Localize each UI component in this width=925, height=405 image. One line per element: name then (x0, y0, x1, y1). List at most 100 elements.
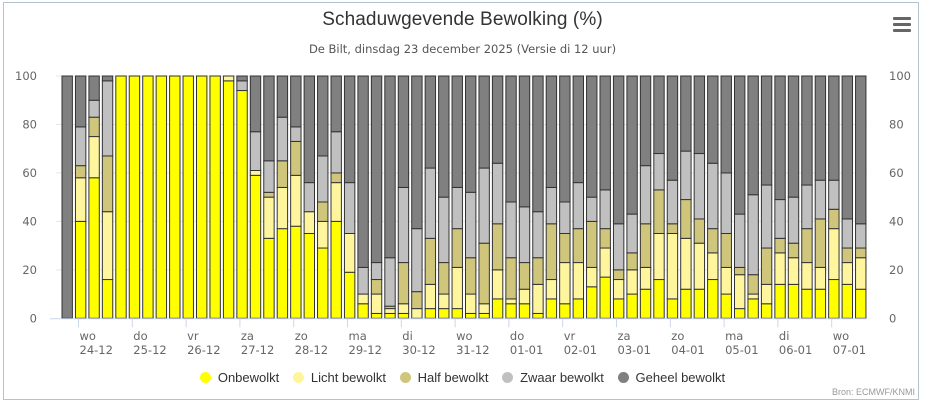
bar-segment-half-bewolkt[interactable] (855, 247, 867, 259)
bar-segment-onbewolkt[interactable] (263, 237, 275, 319)
bar-segment-onbewolkt[interactable] (196, 75, 208, 319)
bar-stack[interactable] (680, 75, 692, 319)
bar-stack[interactable] (841, 75, 853, 319)
bar-segment-licht-bewolkt[interactable] (855, 257, 867, 290)
bar-stack[interactable] (801, 75, 813, 319)
bar-segment-zwaar-bewolkt[interactable] (330, 131, 342, 174)
bar-segment-onbewolkt[interactable] (209, 75, 221, 319)
bar-segment-zwaar-bewolkt[interactable] (411, 228, 423, 293)
bar-segment-licht-bewolkt[interactable] (774, 252, 786, 285)
bar-stack[interactable] (518, 75, 531, 319)
bar-stack[interactable] (209, 75, 221, 319)
bar-segment-onbewolkt[interactable] (343, 271, 356, 319)
bar-segment-licht-bewolkt[interactable] (518, 288, 531, 305)
bar-stack[interactable] (760, 75, 773, 319)
bar-segment-onbewolkt[interactable] (612, 298, 625, 319)
bar-segment-zwaar-bewolkt[interactable] (841, 218, 853, 249)
bar-stack[interactable] (343, 75, 356, 319)
bar-segment-half-bewolkt[interactable] (707, 228, 719, 254)
bar-segment-half-bewolkt[interactable] (680, 199, 692, 239)
bar-segment-onbewolkt[interactable] (760, 303, 773, 319)
bar-segment-half-bewolkt[interactable] (586, 220, 598, 268)
bar-segment-onbewolkt[interactable] (559, 303, 571, 319)
bar-segment-onbewolkt[interactable] (747, 298, 759, 319)
bar-stack[interactable] (276, 75, 289, 319)
bar-segment-geheel-bewolkt[interactable] (734, 75, 746, 215)
bar-segment-onbewolkt[interactable] (855, 288, 867, 319)
bar-segment-half-bewolkt[interactable] (814, 218, 827, 268)
bar-segment-geheel-bewolkt[interactable] (505, 75, 517, 203)
bar-segment-onbewolkt[interactable] (424, 308, 437, 319)
bar-segment-onbewolkt[interactable] (478, 312, 490, 319)
bar-stack[interactable] (155, 75, 168, 319)
bar-segment-geheel-bewolkt[interactable] (236, 75, 248, 82)
bar-segment-licht-bewolkt[interactable] (491, 269, 504, 300)
bar-segment-licht-bewolkt[interactable] (88, 136, 100, 179)
hamburger-menu-icon[interactable] (893, 17, 911, 32)
bar-segment-onbewolkt[interactable] (74, 220, 87, 319)
bar-segment-half-bewolkt[interactable] (666, 223, 679, 234)
bar-segment-half-bewolkt[interactable] (465, 257, 477, 295)
bar-segment-licht-bewolkt[interactable] (814, 266, 827, 290)
bar-stack[interactable] (424, 75, 437, 319)
bar-segment-half-bewolkt[interactable] (747, 274, 759, 295)
bar-stack[interactable] (88, 75, 100, 319)
bar-segment-onbewolkt[interactable] (276, 228, 289, 319)
bar-stack[interactable] (182, 75, 194, 319)
bar-segment-zwaar-bewolkt[interactable] (424, 167, 437, 239)
bar-segment-zwaar-bewolkt[interactable] (693, 153, 706, 220)
bar-segment-onbewolkt[interactable] (693, 288, 706, 319)
bar-segment-onbewolkt[interactable] (505, 303, 517, 319)
bar-segment-geheel-bewolkt[interactable] (518, 75, 531, 208)
bar-segment-onbewolkt[interactable] (169, 75, 181, 319)
bar-segment-half-bewolkt[interactable] (599, 228, 611, 249)
bar-segment-onbewolkt[interactable] (801, 288, 813, 319)
bar-segment-zwaar-bewolkt[interactable] (74, 126, 87, 167)
bar-segment-onbewolkt[interactable] (599, 276, 611, 319)
bar-segment-geheel-bewolkt[interactable] (747, 75, 759, 196)
bar-segment-licht-bewolkt[interactable] (478, 303, 490, 314)
bar-segment-geheel-bewolkt[interactable] (639, 75, 652, 167)
bar-segment-geheel-bewolkt[interactable] (317, 75, 329, 157)
bar-segment-licht-bewolkt[interactable] (222, 75, 235, 82)
bar-segment-half-bewolkt[interactable] (330, 172, 342, 184)
bar-segment-zwaar-bewolkt[interactable] (720, 172, 732, 234)
bar-segment-zwaar-bewolkt[interactable] (263, 160, 275, 193)
bar-segment-onbewolkt[interactable] (572, 298, 584, 319)
bar-segment-licht-bewolkt[interactable] (317, 220, 329, 249)
bar-segment-half-bewolkt[interactable] (532, 257, 544, 285)
legend-item-onbewolkt[interactable]: Onbewolkt (199, 370, 279, 385)
bar-stack[interactable] (142, 75, 154, 319)
bar-stack[interactable] (599, 75, 611, 319)
bar-segment-onbewolkt[interactable] (680, 288, 692, 319)
bar-stack[interactable] (639, 75, 652, 319)
bar-segment-geheel-bewolkt[interactable] (653, 75, 665, 155)
bar-stack[interactable] (828, 75, 840, 319)
bar-segment-zwaar-bewolkt[interactable] (855, 223, 867, 249)
bar-segment-licht-bewolkt[interactable] (801, 262, 813, 290)
bar-segment-zwaar-bewolkt[interactable] (586, 196, 598, 222)
bar-segment-half-bewolkt[interactable] (612, 269, 625, 281)
bar-segment-onbewolkt[interactable] (303, 232, 316, 319)
bar-stack[interactable] (532, 75, 544, 319)
bar-segment-zwaar-bewolkt[interactable] (532, 211, 544, 259)
bar-segment-zwaar-bewolkt[interactable] (828, 179, 840, 210)
bar-segment-licht-bewolkt[interactable] (720, 266, 732, 295)
bar-segment-geheel-bewolkt[interactable] (478, 75, 490, 169)
bar-segment-zwaar-bewolkt[interactable] (612, 223, 625, 271)
bar-segment-half-bewolkt[interactable] (639, 223, 652, 268)
bar-segment-geheel-bewolkt[interactable] (787, 75, 800, 198)
bar-segment-zwaar-bewolkt[interactable] (357, 266, 369, 295)
bar-stack[interactable] (478, 75, 490, 319)
bar-segment-zwaar-bewolkt[interactable] (290, 126, 302, 142)
bar-segment-half-bewolkt[interactable] (438, 262, 450, 295)
bar-stack[interactable] (330, 75, 342, 319)
bar-segment-half-bewolkt[interactable] (653, 189, 665, 234)
bar-segment-licht-bewolkt[interactable] (532, 283, 544, 314)
credits-link[interactable]: Bron: ECMWF/KNMI (831, 387, 915, 397)
bar-segment-geheel-bewolkt[interactable] (586, 75, 598, 198)
bar-segment-geheel-bewolkt[interactable] (814, 75, 827, 181)
bar-stack[interactable] (384, 75, 396, 319)
bar-segment-zwaar-bewolkt[interactable] (760, 184, 773, 249)
bar-segment-onbewolkt[interactable] (626, 293, 638, 319)
